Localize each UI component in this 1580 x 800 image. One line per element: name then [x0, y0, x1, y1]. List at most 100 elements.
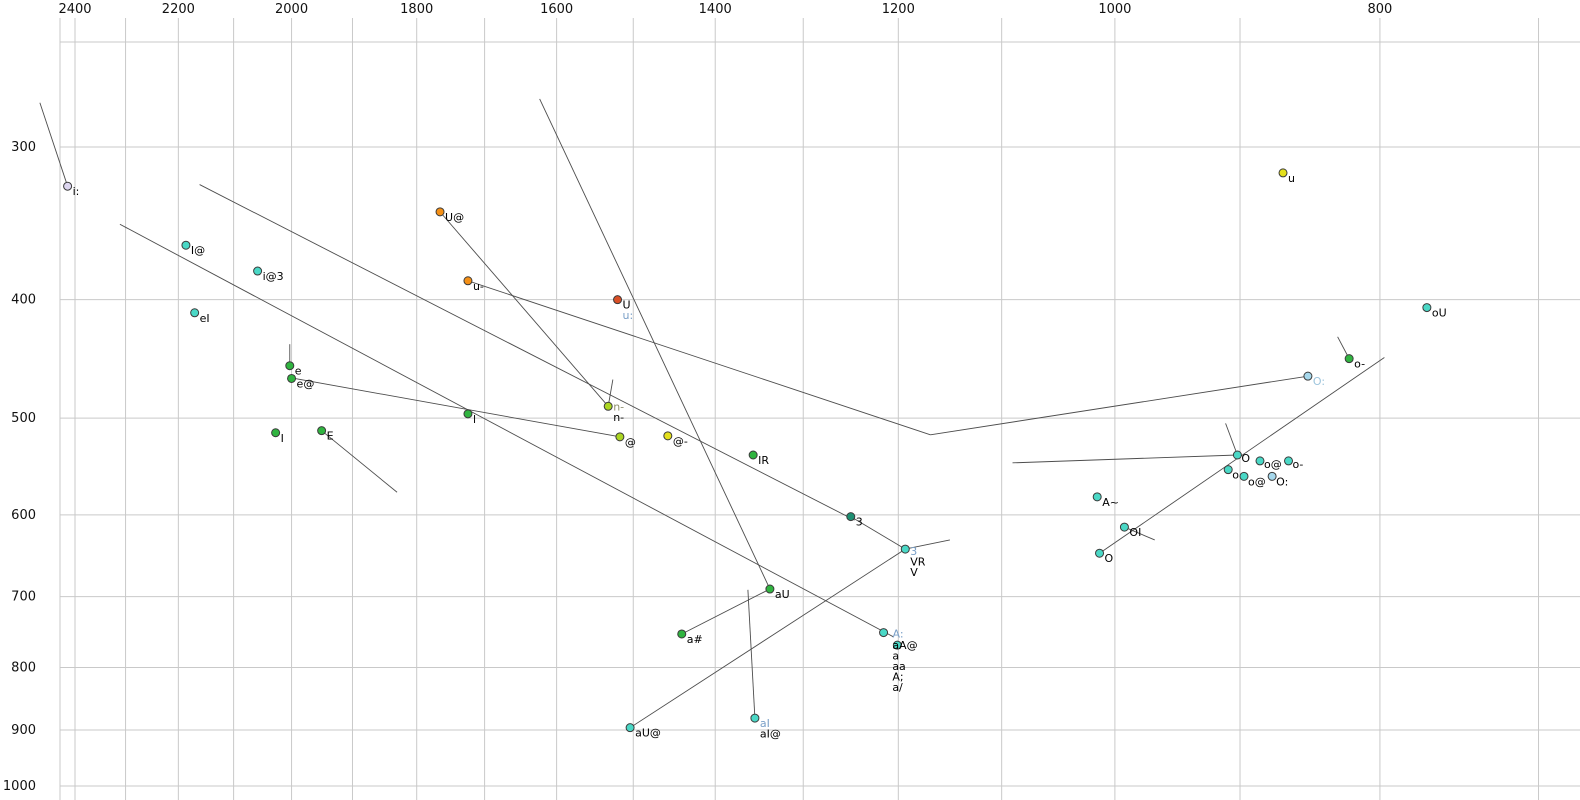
trajectory-line: [629, 548, 906, 729]
y-axis-tick-label: 800: [11, 661, 36, 676]
vowel-label: VR: [910, 556, 926, 569]
vowel-label: o: [1232, 469, 1239, 482]
vowel-label: a/: [892, 681, 903, 694]
vowel-label: I: [281, 432, 284, 445]
trajectory-line: [119, 223, 894, 638]
trajectory-line: [681, 588, 771, 635]
vowel-label: 3: [910, 545, 917, 558]
vowel-point: [1278, 168, 1288, 178]
trajectory-line: [439, 211, 609, 407]
y-axis-tick-label: 900: [11, 723, 36, 738]
vowel-point: [900, 544, 910, 554]
vowel-label: 3: [856, 516, 863, 529]
x-axis-tick-label: 1000: [1098, 2, 1131, 17]
trajectory-line: [905, 539, 950, 550]
vowel-label: O: [1241, 452, 1250, 465]
vowel-label: u: [1288, 172, 1295, 185]
vowel-label: @: [625, 436, 636, 449]
vowel-point: [1344, 354, 1354, 364]
vowel-label: i@3: [263, 270, 284, 283]
x-axis-tick-label: 2400: [58, 2, 91, 17]
x-axis-tick-label: 800: [1368, 2, 1393, 17]
x-axis-tick-label: 1800: [400, 2, 433, 17]
vowel-point: [879, 628, 889, 638]
vowel-label: O: [1105, 552, 1114, 565]
vowel-point: [1239, 471, 1249, 481]
vowel-label: aU: [775, 588, 790, 601]
trajectory-line: [539, 98, 771, 590]
vowel-label: o-: [1354, 358, 1365, 371]
vowel-label: aA@: [892, 639, 917, 652]
vowel-point: [1092, 492, 1102, 502]
vowel-point: [765, 584, 775, 594]
vowel-point: [1119, 522, 1129, 532]
vowel-point: [190, 308, 200, 318]
vowel-label: eI: [200, 312, 210, 325]
vowel-point: [663, 431, 673, 441]
y-axis-tick-label: 700: [11, 590, 36, 605]
vowel-point: [435, 207, 445, 217]
vowel-label: aU@: [635, 727, 661, 740]
x-axis-tick-label: 1200: [882, 2, 915, 17]
vowel-point: [603, 401, 613, 411]
vowel-label: u:: [623, 309, 634, 322]
x-axis-tick-label: 2200: [162, 2, 195, 17]
x-axis-tick-label: 2000: [275, 2, 308, 17]
vowel-label: oU: [1432, 307, 1447, 320]
trajectory-line: [1124, 526, 1155, 541]
vowel-label: e@: [297, 377, 315, 390]
vowel-label: i:: [73, 185, 80, 198]
vowel-label: E: [327, 430, 334, 443]
vowel-point: [1284, 456, 1294, 466]
vowel-label: O:: [1276, 475, 1288, 488]
vowel-point: [677, 629, 687, 639]
vowel-point: [1095, 548, 1105, 558]
vowel-point: [1422, 303, 1432, 313]
x-axis-tick-label: 1400: [699, 2, 732, 17]
vowel-label: l: [473, 413, 476, 426]
y-axis-tick-label: 400: [11, 293, 36, 308]
vowel-point: [317, 426, 327, 436]
trajectory-line: [294, 377, 620, 438]
vowel-label: A~: [1102, 496, 1119, 509]
trajectory-line: [199, 184, 855, 521]
vowel-label: e: [295, 365, 302, 378]
vowel-point: [271, 428, 281, 438]
vowel-label: o-: [1293, 458, 1304, 471]
vowel-point: [1255, 456, 1265, 466]
vowel-label: a: [892, 650, 899, 663]
vowel-point: [1267, 471, 1277, 481]
vowel-label: u-: [473, 280, 484, 293]
vowel-point: [613, 295, 623, 305]
vowel-label: A;: [892, 671, 903, 684]
trajectory-line: [467, 280, 931, 436]
vowel-label: A:: [893, 628, 904, 641]
trajectory-line: [850, 516, 906, 550]
vowel-label: o@: [1264, 458, 1282, 471]
vowel-point: [463, 409, 473, 419]
vowel-label: aI: [760, 717, 770, 730]
trajectory-line: [607, 379, 614, 407]
vowel-label: n-: [613, 411, 624, 424]
vowel-label: n-: [613, 400, 624, 413]
vowel-point: [748, 450, 758, 460]
trajectory-line: [1099, 357, 1385, 554]
vowel-label: aa: [892, 660, 905, 673]
vowel-label: V: [910, 566, 918, 579]
vowel-point: [63, 181, 73, 191]
vowel-point: [463, 276, 473, 286]
y-axis-tick-label: 300: [11, 140, 36, 155]
vowel-point: [287, 373, 297, 383]
vowel-label: U@: [445, 211, 464, 224]
vowel-point: [1303, 371, 1313, 381]
vowel-label: O:: [1313, 375, 1325, 388]
y-axis-tick-label: 600: [11, 508, 36, 523]
vowel-label: I@: [191, 244, 205, 257]
vowel-point: [181, 240, 191, 250]
vowel-point: [892, 640, 902, 650]
vowel-label: a#: [687, 633, 703, 646]
vowel-point: [253, 266, 263, 276]
vowel-point: [1232, 450, 1242, 460]
